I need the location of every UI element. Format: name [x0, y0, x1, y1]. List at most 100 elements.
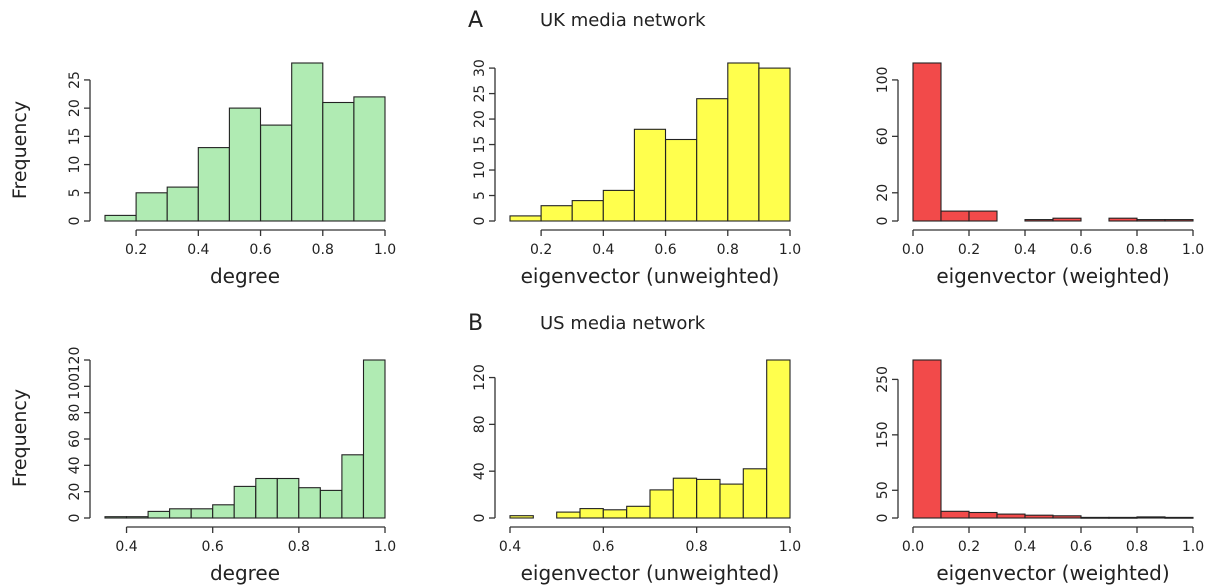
uk-eig-unweighted-bar [696, 98, 729, 222]
uk-eig-unweighted-y-tick-label: 25 [472, 85, 488, 103]
uk-eig-weighted-x-tick-label: 0.2 [958, 242, 980, 258]
us-eig-unweighted-y-tick-label: 40 [472, 462, 488, 480]
uk-degree-bar [322, 101, 355, 222]
us-degree-y-tick-label: 80 [67, 404, 83, 422]
uk-eig-weighted-x-label: eigenvector (weighted) [936, 264, 1169, 288]
uk-eig-unweighted-bar [509, 215, 542, 222]
us-eig-weighted-bar [1024, 514, 1054, 519]
us-degree-bar [319, 489, 343, 519]
us-eig-weighted-x-tick-label: 0.0 [902, 539, 924, 555]
uk-eig-weighted-x-tick-label: 0.4 [1014, 242, 1036, 258]
us-eig-unweighted-bar [602, 509, 628, 519]
uk-eig-unweighted-bar [540, 205, 573, 222]
uk-eig-unweighted-bar [633, 128, 667, 222]
us-eig-weighted-y-tick-label: 0 [875, 514, 891, 523]
us-eig-weighted-x-tick-label: 0.8 [1126, 539, 1148, 555]
us-degree-y-tick-label: 40 [67, 456, 83, 474]
us-degree-bar [341, 454, 364, 519]
uk-degree-x-tick-label: 0.2 [125, 242, 147, 258]
us-eig-unweighted-x-tick-label: 1.0 [779, 539, 801, 555]
uk-eig-unweighted-y-tick-label: 30 [472, 59, 488, 77]
uk-eig-weighted-histogram: 0.0 0.2 0.4 0.6 0.8 1.0 0 20 60 100 eigenvector (w… [875, 62, 1204, 288]
uk-eig-weighted-bar [1164, 219, 1194, 222]
us-degree-y-tick-label: 120 [67, 347, 83, 374]
uk-eig-unweighted-x-label: eigenvector (unweighted) [521, 264, 780, 288]
uk-eig-unweighted-bar [727, 62, 760, 222]
us-eig-weighted-bar [912, 359, 942, 519]
us-eig-unweighted-bar [672, 477, 698, 519]
us-eig-unweighted-y-tick-label: 80 [472, 415, 488, 433]
uk-degree-bar [135, 192, 168, 222]
us-degree-bar [147, 510, 171, 519]
uk-eig-weighted-y-tick-label: 100 [875, 67, 891, 94]
us-eig-weighted-histogram: 0.0 0.2 0.4 0.6 0.8 1.0 0 50 150 250 eigenvector (… [875, 359, 1204, 585]
uk-eig-unweighted-x-tick-label: 0.8 [717, 242, 739, 258]
uk-degree-bar [104, 214, 137, 222]
panel-a-title: UK media network [540, 10, 706, 31]
row-b-ylabel: Frequency [9, 389, 31, 487]
histogram-panels: 0.2 0.4 0.6 0.8 1.0 0 5 10 15 20 25 degree 0.2 0.4 0.6… [67, 59, 1204, 585]
uk-eig-unweighted-x-tick-label: 1.0 [779, 242, 801, 258]
us-degree-x-label: degree [210, 561, 280, 585]
us-eig-unweighted-bar [649, 489, 674, 519]
us-eig-weighted-bar [996, 513, 1026, 519]
us-eig-weighted-bar [1136, 516, 1166, 519]
us-eig-unweighted-x-tick-label: 0.8 [686, 539, 708, 555]
us-eig-unweighted-bar [742, 468, 768, 519]
uk-degree-x-tick-label: 0.8 [312, 242, 334, 258]
panel-a-letter: A [468, 8, 483, 33]
uk-degree-y-tick-label: 10 [67, 156, 83, 174]
uk-eig-weighted-y-tick-label: 20 [875, 184, 891, 202]
uk-eig-weighted-x-tick-label: 0.8 [1126, 242, 1148, 258]
us-degree-bar [362, 359, 386, 519]
uk-degree-x-tick-label: 1.0 [374, 242, 396, 258]
uk-degree-x-tick-label: 0.6 [249, 242, 271, 258]
row-a-ylabel: Frequency [9, 101, 31, 199]
uk-degree-bar [228, 107, 262, 222]
uk-eig-unweighted-histogram: 0.2 0.4 0.6 0.8 1.0 0 5 10 15 20 25 30 eigenvector (… [472, 59, 801, 288]
us-eig-unweighted-x-label: eigenvector (unweighted) [521, 561, 780, 585]
us-degree-y-tick-label: 100 [67, 373, 83, 400]
us-eig-weighted-x-tick-label: 0.6 [1070, 539, 1092, 555]
us-degree-bar [104, 516, 128, 519]
uk-eig-unweighted-x-tick-label: 0.6 [654, 242, 676, 258]
uk-eig-weighted-bar [940, 210, 970, 222]
uk-eig-weighted-y-tick-label: 0 [875, 217, 891, 226]
uk-eig-unweighted-y-tick-label: 5 [472, 191, 488, 200]
us-eig-unweighted-bar [509, 515, 534, 519]
us-eig-unweighted-y-tick-label: 0 [472, 514, 488, 523]
panel-b-title: US media network [540, 313, 706, 334]
us-degree-x-tick-label: 0.6 [202, 539, 224, 555]
uk-eig-weighted-bar [1108, 217, 1138, 222]
us-degree-y-tick-label: 20 [67, 483, 83, 501]
us-eig-unweighted-histogram: 0.4 0.6 0.8 1.0 0 40 80 120 eigenvector (unweigh… [472, 359, 801, 585]
uk-eig-weighted-bar [1052, 217, 1082, 222]
uk-eig-unweighted-bar [571, 200, 604, 222]
us-eig-weighted-bar [1052, 515, 1082, 519]
us-eig-weighted-x-tick-label: 1.0 [1182, 539, 1204, 555]
uk-eig-weighted-x-tick-label: 0.6 [1070, 242, 1092, 258]
uk-degree-x-tick-label: 0.4 [187, 242, 209, 258]
us-eig-weighted-x-label: eigenvector (weighted) [936, 561, 1169, 585]
uk-eig-unweighted-bar [665, 138, 698, 222]
us-degree-bar [125, 516, 149, 519]
uk-eig-unweighted-y-tick-label: 15 [472, 136, 488, 154]
us-degree-bar [169, 508, 192, 519]
us-eig-weighted-bar [968, 511, 998, 519]
uk-eig-weighted-bar [1136, 219, 1166, 222]
uk-eig-unweighted-bar [602, 189, 635, 222]
uk-degree-y-tick-label: 25 [67, 71, 83, 89]
us-degree-bar [255, 477, 278, 519]
panel-b-letter: B [468, 311, 483, 336]
uk-degree-bar [197, 147, 230, 222]
uk-eig-weighted-bar [968, 210, 998, 222]
uk-eig-weighted-bar [1024, 219, 1054, 222]
uk-degree-x-label: degree [210, 264, 280, 288]
uk-degree-y-tick-label: 0 [67, 217, 83, 226]
us-eig-unweighted-bar [766, 359, 791, 519]
us-eig-unweighted-bar [556, 511, 581, 519]
uk-eig-unweighted-x-tick-label: 0.4 [592, 242, 614, 258]
uk-eig-weighted-x-tick-label: 0.0 [902, 242, 924, 258]
